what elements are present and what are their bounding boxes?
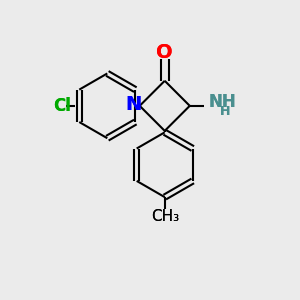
Text: H: H bbox=[220, 105, 230, 118]
Circle shape bbox=[54, 97, 71, 115]
Circle shape bbox=[124, 95, 142, 113]
Text: O: O bbox=[156, 43, 173, 62]
Circle shape bbox=[154, 205, 176, 227]
Text: CH₃: CH₃ bbox=[151, 209, 179, 224]
Text: Cl: Cl bbox=[54, 97, 71, 115]
Text: NH: NH bbox=[208, 93, 236, 111]
Text: N: N bbox=[125, 95, 141, 114]
Text: NH: NH bbox=[208, 93, 236, 111]
Circle shape bbox=[157, 44, 173, 61]
Text: CH₃: CH₃ bbox=[151, 209, 179, 224]
Text: N: N bbox=[125, 95, 141, 114]
Text: Cl: Cl bbox=[54, 97, 71, 115]
Text: H: H bbox=[220, 105, 230, 118]
Circle shape bbox=[202, 95, 224, 118]
Text: O: O bbox=[156, 43, 173, 62]
